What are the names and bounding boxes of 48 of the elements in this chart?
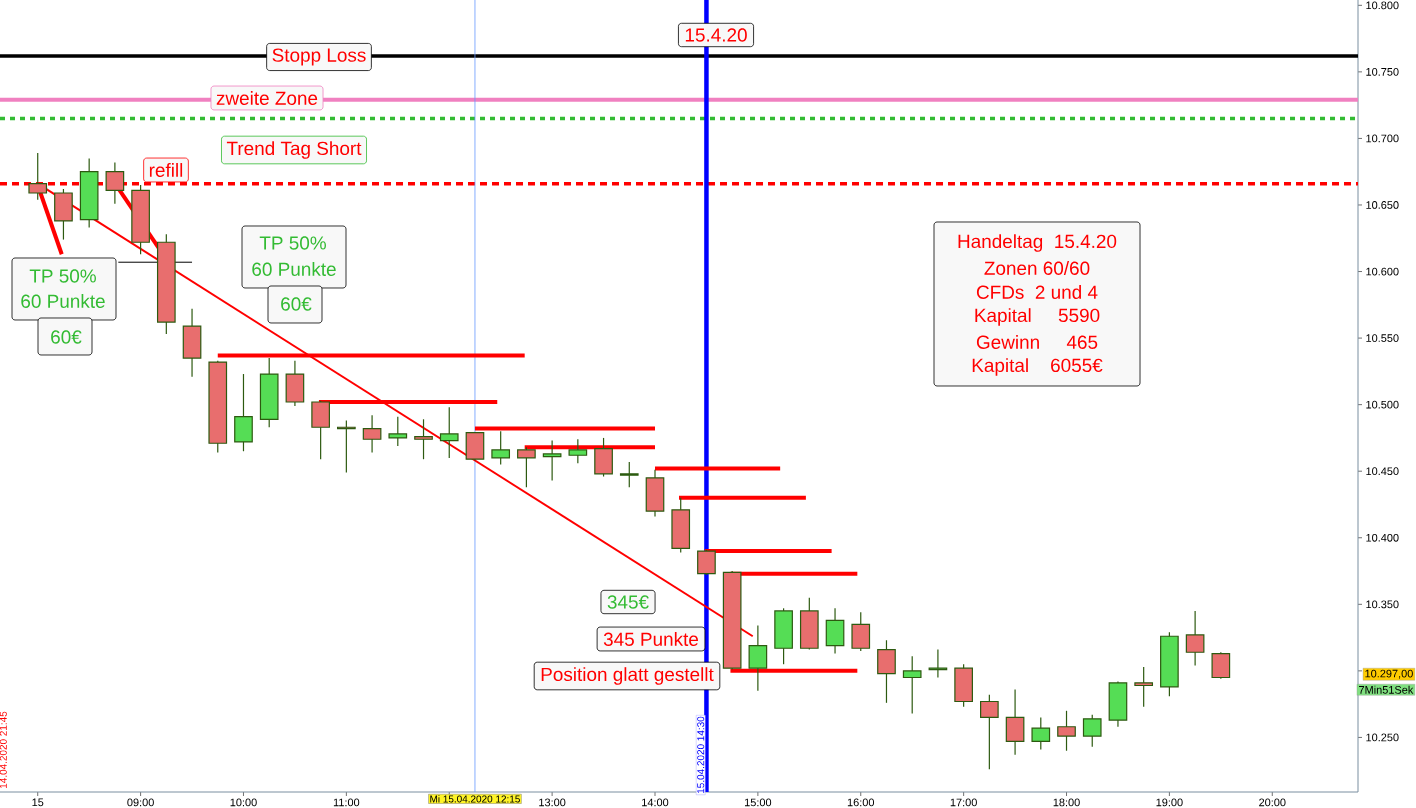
x-tick-label: 17:00 (950, 798, 977, 807)
y-tick-label: 10.400 (1366, 533, 1399, 542)
annotation: Kapital 6055€ (972, 358, 1103, 376)
text: 7Min51Sek (1359, 685, 1414, 694)
annotation: Zonen 60/60 (984, 261, 1090, 275)
x-tick-label: 13:00 (539, 798, 566, 807)
y-tick-label: 10.550 (1366, 334, 1399, 342)
annotation: 345 Punkte (603, 632, 699, 646)
y-tick-label: 10.250 (1366, 733, 1399, 742)
x-tick-label: 16:00 (847, 798, 875, 807)
annotation: 345€ (607, 595, 649, 609)
y-tick-label: 10.800 (1366, 1, 1399, 10)
annotation: CFDs 2 und 4 (976, 285, 1098, 299)
x-tick-label: 18:00 (1053, 798, 1080, 807)
annotation: TP 50% (29, 269, 96, 283)
x-tick-label: 14:00 (642, 798, 669, 807)
x-tick-label: 15:00 (744, 798, 772, 807)
text: 10.297,00 (1365, 669, 1413, 679)
annotation: 60€ (281, 297, 312, 311)
annotation: 60€ (51, 330, 82, 344)
x-tick-label: 20:00 (1259, 798, 1286, 807)
annotation: Gewinn 465 (976, 335, 1098, 349)
annotation: Position glatt gestellt (541, 667, 714, 685)
y-tick-label: 10.500 (1366, 400, 1399, 409)
annotation: 15.4.20 (685, 28, 747, 42)
x-tick-label: 09:00 (127, 798, 154, 807)
y-tick-label: 10.750 (1366, 68, 1399, 76)
annotation: Kapital 5590 (975, 308, 1100, 326)
x-tick-label: 10:00 (230, 798, 257, 807)
y-tick-label: 10.450 (1366, 467, 1399, 476)
y-tick-label: 10.700 (1366, 134, 1399, 143)
legend-label: Trend Tag Short (226, 141, 362, 159)
annotation: 60 Punkte (252, 262, 336, 276)
ref-line-label: zweite Zone (216, 91, 318, 105)
annotation: Handeltag 15.4.20 (958, 234, 1117, 252)
ref-line-label: Stopp Loss (272, 48, 366, 66)
x-tick-label: 15 (32, 798, 44, 807)
ref-line-label: refill (149, 163, 183, 177)
annotation: 14.04.2020 21:45 (0, 711, 7, 789)
annotation: 60 Punkte (21, 294, 105, 308)
ref-line-label: 15.04.2020 14:30 (697, 716, 705, 794)
x-tick-label: 19:00 (1156, 798, 1183, 807)
x-tick-label: 11:00 (333, 798, 360, 807)
y-tick-label: 10.600 (1366, 267, 1399, 276)
y-tick-label: 10.650 (1366, 201, 1399, 209)
annotation: TP 50% (259, 236, 326, 250)
y-tick-label: 10.350 (1366, 600, 1399, 609)
ref-line-label: Mi 15.04.2020 12:15 (430, 795, 520, 803)
